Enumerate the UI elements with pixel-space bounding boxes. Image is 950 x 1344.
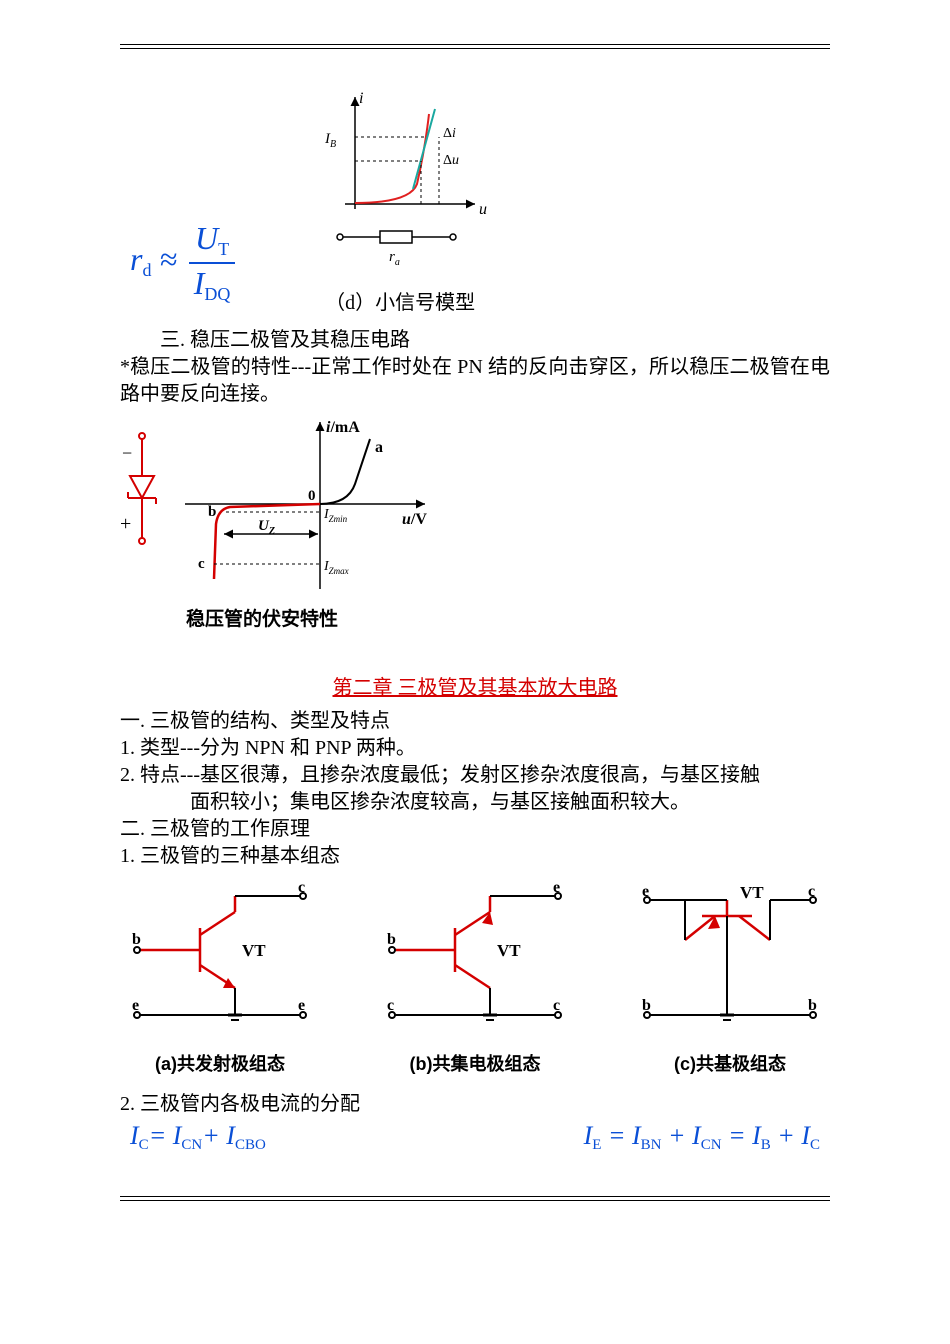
sec2-item2: 2. 三极管内各极电流的分配 xyxy=(120,1091,830,1118)
point-c: c xyxy=(198,556,205,572)
sec2-item1: 1. 三极管的三种基本组态 xyxy=(120,843,830,870)
izmax-label: IZmax xyxy=(323,559,349,576)
axis-i-label: i xyxy=(359,90,363,107)
minus-label: − xyxy=(122,443,132,463)
delta-i-label: Δi xyxy=(443,126,456,141)
zener-symbol: − + xyxy=(120,414,164,584)
var-U: U xyxy=(195,220,218,256)
point-b: b xyxy=(208,504,216,520)
small-signal-svg: i u IB Δi Δu ra xyxy=(295,89,505,289)
config-a-svg: b c e e VT xyxy=(120,880,320,1040)
x-axis-label: u/V xyxy=(402,511,427,528)
svg-text:b: b xyxy=(132,931,141,948)
zener-iv-svg: i/mA u/V 0 a b c IZmin IZmax UZ xyxy=(170,414,450,599)
zener-note: *稳压二极管的特性---正常工作时处在 PN 结的反向击穿区，所以稳压二极管在电… xyxy=(120,354,830,408)
svg-text:b: b xyxy=(387,931,396,948)
config-c: e c b b VT (c)共基极组态 xyxy=(630,880,830,1077)
denominator: IDQ xyxy=(189,264,235,305)
Ib-label: IB xyxy=(324,131,336,150)
sec2-heading: 二. 三极管的工作原理 xyxy=(120,816,830,843)
zener-iv-box: i/mA u/V 0 a b c IZmin IZmax UZ 稳压管的伏安 xyxy=(170,414,450,634)
config-a: b c e e VT (a)共发射极组态 xyxy=(120,880,320,1077)
axis-u-label: u xyxy=(479,201,487,218)
svg-text:e: e xyxy=(298,997,305,1014)
svg-text:e: e xyxy=(132,997,139,1014)
delta-u-label: Δu xyxy=(443,153,459,168)
caption-b: (b)共集电极组态 xyxy=(375,1052,575,1077)
rule-bottom xyxy=(120,1196,830,1201)
sub-d: d xyxy=(142,261,151,281)
svg-text:e: e xyxy=(553,880,560,896)
config-b: b e c c VT (b)共集电极组态 xyxy=(375,880,575,1077)
var-r: r xyxy=(130,242,142,278)
small-signal-caption: （d）小信号模型 xyxy=(295,289,505,317)
sub-DQ: DQ xyxy=(204,284,230,304)
config-b-svg: b e c c VT xyxy=(375,880,575,1040)
sec1-heading: 一. 三极管的结构、类型及特点 xyxy=(120,708,830,735)
caption-c: (c)共基极组态 xyxy=(630,1052,830,1077)
formula-and-diagram-row: rd ≈ UT IDQ xyxy=(120,89,830,317)
section3-heading: 三. 稳压二极管及其稳压电路 xyxy=(120,327,830,354)
point-a: a xyxy=(375,439,383,456)
svg-text:c: c xyxy=(387,997,394,1014)
plus-label: + xyxy=(120,513,131,535)
formula-rd: rd ≈ UT IDQ xyxy=(120,221,235,317)
caption-a: (a)共发射极组态 xyxy=(120,1052,320,1077)
fraction: UT IDQ xyxy=(189,221,235,305)
rule-top xyxy=(120,44,830,49)
page-container: rd ≈ UT IDQ xyxy=(60,0,890,1221)
sec1-item2a: 2. 特点---基区很薄，且掺杂浓度最低；发射区掺杂浓度很高，与基区接触 xyxy=(120,762,830,789)
svg-text:b: b xyxy=(642,997,651,1014)
svg-text:VT: VT xyxy=(497,941,521,960)
transistor-config-row: b c e e VT (a)共发射极组态 xyxy=(120,880,830,1077)
formula-ie: IE = IBN + ICN = IB + IC xyxy=(584,1118,820,1156)
formula-ic: IC= ICN+ ICBO xyxy=(130,1118,266,1156)
sec1-item1: 1. 类型---分为 NPN 和 PNP 两种。 xyxy=(120,735,830,762)
sub-T: T xyxy=(218,239,229,259)
numerator: UT xyxy=(189,221,235,264)
izmin-label: IZmin xyxy=(323,507,348,524)
config-c-svg: e c b b VT xyxy=(630,880,830,1040)
approx-sign: ≈ xyxy=(159,242,185,278)
small-signal-diagram: i u IB Δi Δu ra （d）小信号模型 xyxy=(295,89,505,317)
var-I: I xyxy=(194,265,205,301)
y-axis-label: i/mA xyxy=(326,419,360,436)
current-formula-row: IC= ICN+ ICBO IE = IBN + ICN = IB + IC xyxy=(120,1118,830,1156)
svg-text:c: c xyxy=(298,880,305,896)
svg-text:c: c xyxy=(553,997,560,1014)
zener-figure-row: − + i/mA u/V 0 xyxy=(120,414,830,634)
svg-text:e: e xyxy=(642,883,649,900)
ra-label: ra xyxy=(389,249,400,268)
zener-caption: 稳压管的伏安特性 xyxy=(170,607,450,634)
chapter2-title: 第二章 三极管及其基本放大电路 xyxy=(120,674,830,702)
svg-text:VT: VT xyxy=(740,883,764,902)
svg-text:b: b xyxy=(808,997,817,1014)
svg-text:c: c xyxy=(808,883,815,900)
sec1-item2b: 面积较小；集电区掺杂浓度较高，与基区接触面积较大。 xyxy=(120,789,830,816)
svg-text:VT: VT xyxy=(242,941,266,960)
origin-label: 0 xyxy=(308,488,316,504)
